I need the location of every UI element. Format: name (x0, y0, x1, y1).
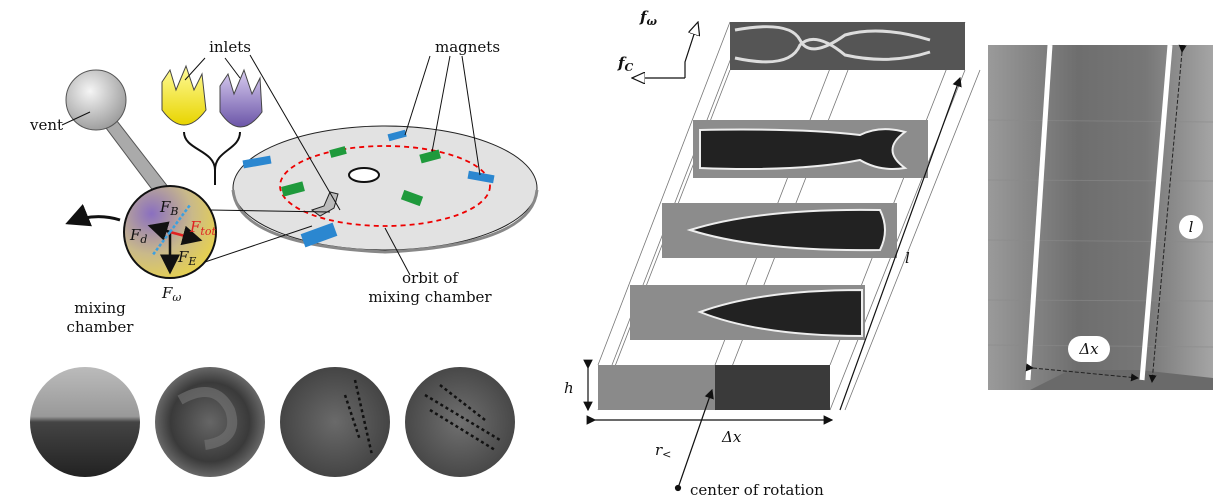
photo (30, 367, 140, 477)
slice-light (598, 365, 715, 410)
subscript: C (624, 61, 633, 74)
subscript: ω (646, 15, 657, 28)
label: mixing (74, 299, 126, 317)
inlet-yellow (162, 66, 206, 125)
dimension-label: h (564, 379, 574, 397)
photo (155, 367, 265, 477)
inlet-purple (220, 70, 262, 127)
subscript: tot (200, 225, 216, 238)
symbol: F (159, 198, 171, 216)
label: center of rotation (690, 481, 824, 499)
symbol: F (177, 248, 189, 266)
left-panel: inlets vent magnets FB Fd Ftot FE Fω mix… (29, 38, 537, 477)
label: vent (29, 116, 63, 134)
figure: inlets vent magnets FB Fd Ftot FE Fω mix… (0, 0, 1213, 501)
inlet-tubes (184, 132, 240, 185)
rotation-arrow (68, 217, 120, 223)
dimension-label: r< (655, 441, 671, 461)
symbol: F (189, 218, 201, 236)
subscript: d (140, 233, 147, 246)
photo (280, 367, 390, 477)
subscript: ω (172, 291, 181, 304)
leader (405, 56, 430, 135)
vector-label: fC (617, 54, 633, 74)
photo (405, 367, 515, 477)
label: chamber (67, 318, 135, 336)
vector-label: fω (639, 8, 657, 28)
subscript: B (169, 205, 178, 218)
symbol: F (129, 226, 141, 244)
middle-panel: fω fC l h Δx r< center of rotation (564, 8, 980, 499)
disc (233, 126, 537, 250)
dimension-label: Δx (1078, 340, 1099, 358)
label: orbit of (402, 269, 459, 287)
disc-hole (349, 168, 379, 182)
dimension-label: Δx (721, 428, 742, 446)
label: magnets (435, 38, 500, 56)
label: mixing chamber (368, 288, 492, 306)
vent-bulb (66, 70, 126, 130)
dimension-label: l (905, 249, 910, 267)
slice-dark (715, 365, 830, 410)
leader (205, 226, 312, 262)
symbol: F (161, 284, 173, 302)
force-label: Fω (161, 284, 181, 304)
right-panel: l Δx (988, 45, 1213, 390)
dimension-label: l (1189, 218, 1194, 236)
subscript: < (662, 448, 671, 461)
photo-row (30, 367, 515, 477)
subscript: E (187, 255, 196, 268)
label: inlets (209, 38, 251, 56)
